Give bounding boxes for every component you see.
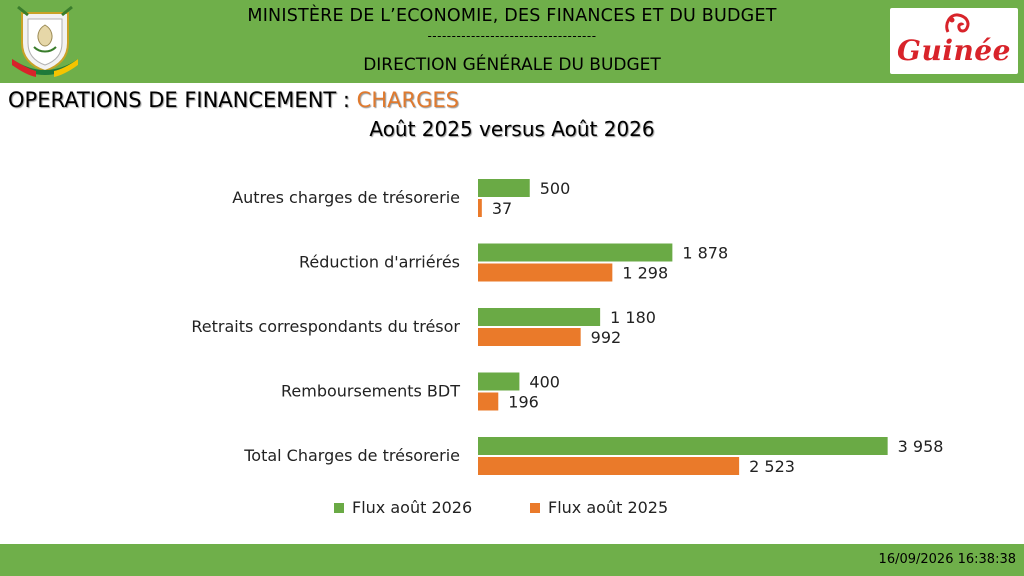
data-label: 1 180 — [610, 308, 656, 327]
data-label: 992 — [591, 328, 622, 347]
bar-flux-2026 — [478, 437, 888, 455]
directorate-title: DIRECTION GÉNÉRALE DU BUDGET — [363, 55, 661, 75]
footer-band: 16/09/2026 16:38:38 — [0, 544, 1024, 576]
data-label: 2 523 — [749, 457, 795, 476]
header-band: MINISTÈRE DE L’ECONOMIE, DES FINANCES ET… — [0, 0, 1024, 83]
data-label: 1 298 — [622, 264, 668, 283]
ministry-title: MINISTÈRE DE L’ECONOMIE, DES FINANCES ET… — [247, 6, 777, 26]
bar-flux-2026 — [478, 179, 530, 197]
bar-flux-2025 — [478, 392, 499, 411]
data-label: 3 958 — [898, 437, 944, 456]
bar-flux-2025 — [478, 457, 740, 475]
legend-label-2026: Flux août 2026 — [352, 498, 472, 517]
data-label: 500 — [540, 179, 571, 198]
data-label: 1 878 — [682, 244, 728, 263]
bar-flux-2025 — [478, 199, 482, 217]
category-label: Remboursements BDT — [281, 382, 460, 401]
category-label: Retraits correspondants du trésor — [191, 317, 460, 336]
legend-swatch-2025 — [530, 503, 540, 513]
guinea-coat-of-arms-icon — [12, 5, 78, 77]
timestamp: 16/09/2026 16:38:38 — [878, 552, 1016, 567]
bar-flux-2025 — [478, 328, 581, 346]
legend-swatch-2026 — [334, 503, 344, 513]
data-label: 400 — [529, 373, 560, 392]
guinee-brand-logo-icon — [945, 13, 970, 33]
category-label: Réduction d'arriérés — [299, 253, 460, 272]
page-title: OPERATIONS DE FINANCEMENT : CHARGES — [8, 88, 459, 112]
chart-subtitle: Août 2025 versus Août 2026 — [369, 117, 655, 141]
page-title-accent: CHARGES — [356, 88, 459, 112]
guinee-brand-logo: Guinée — [890, 8, 1018, 74]
category-label: Total Charges de trésorerie — [243, 446, 460, 465]
bar-flux-2026 — [478, 243, 673, 262]
header-separator: ----------------------------------- — [427, 29, 597, 43]
bar-flux-2026 — [478, 372, 520, 391]
bar-flux-2026 — [478, 308, 601, 326]
legend-label-2025: Flux août 2025 — [548, 498, 668, 517]
data-label: 37 — [492, 199, 512, 218]
bar-chart: Autres charges de trésorerie 500 37 Réducti… — [191, 179, 944, 517]
category-label: Autres charges de trésorerie — [232, 188, 460, 207]
data-label: 196 — [508, 393, 539, 412]
page-title-prefix: OPERATIONS DE FINANCEMENT : — [8, 88, 357, 112]
bar-flux-2025 — [478, 263, 613, 282]
logo-wordmark: Guinée — [897, 34, 1011, 67]
